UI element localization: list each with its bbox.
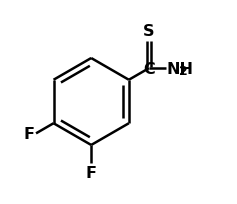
Text: F: F [23, 126, 34, 141]
Text: 2: 2 [179, 65, 188, 78]
Text: C: C [143, 61, 155, 76]
Text: F: F [86, 165, 97, 180]
Text: NH: NH [167, 61, 194, 76]
Text: S: S [143, 24, 155, 39]
